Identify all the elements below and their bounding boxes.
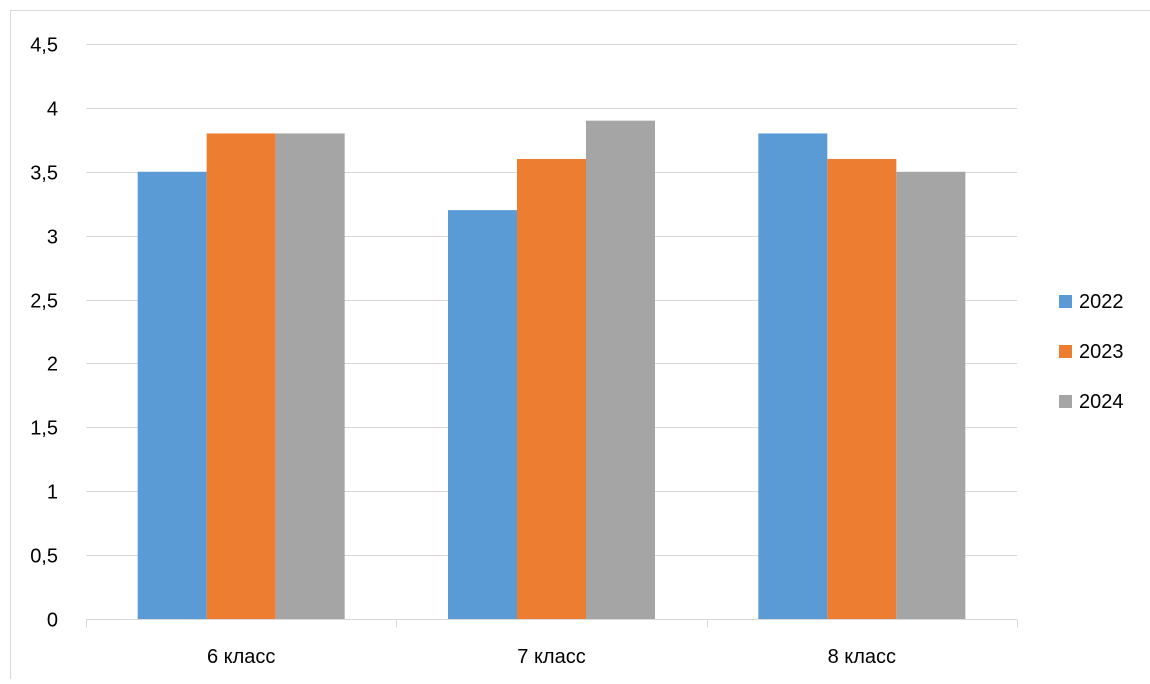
- legend-swatch-2022: [1059, 295, 1072, 308]
- y-tick-label: 1: [47, 482, 58, 504]
- y-tick-label: 2,5: [30, 291, 58, 313]
- x-axis: [86, 620, 1018, 628]
- y-tick-label: 4,5: [30, 35, 58, 57]
- y-tick-label: 0: [47, 610, 58, 632]
- y-axis-tick-labels: 0 0,5 1 1,5 2 2,5 3 3,5 4 4,5: [30, 35, 58, 632]
- legend-swatch-2024: [1059, 395, 1072, 408]
- bar-2023-0: [207, 133, 276, 619]
- legend: 2022 2023 2024: [1059, 291, 1124, 413]
- legend-label: 2023: [1079, 341, 1124, 363]
- bar-2023-1: [517, 159, 586, 619]
- bar-2022-0: [138, 172, 207, 619]
- legend-label: 2024: [1079, 391, 1124, 413]
- bars: [138, 121, 966, 619]
- bar-2024-1: [586, 121, 655, 619]
- y-tick-label: 0,5: [30, 546, 58, 568]
- y-tick-label: 2: [47, 354, 58, 376]
- bar-2022-2: [758, 133, 827, 619]
- bar-2024-2: [896, 172, 965, 619]
- bar-2022-1: [448, 210, 517, 619]
- y-tick-label: 3: [47, 227, 58, 249]
- x-tick-label: 6 класс: [207, 646, 275, 668]
- y-tick-label: 1,5: [30, 418, 58, 440]
- x-tick-label: 8 класс: [828, 646, 896, 668]
- bar-2023-2: [827, 159, 896, 619]
- x-axis-tick-labels: 6 класс 7 класс 8 класс: [207, 646, 896, 668]
- legend-label: 2022: [1079, 291, 1124, 313]
- x-tick-label: 7 класс: [517, 646, 585, 668]
- legend-swatch-2023: [1059, 345, 1072, 358]
- bar-2024-0: [276, 133, 345, 619]
- y-tick-label: 3,5: [30, 163, 58, 185]
- y-tick-label: 4: [47, 99, 58, 121]
